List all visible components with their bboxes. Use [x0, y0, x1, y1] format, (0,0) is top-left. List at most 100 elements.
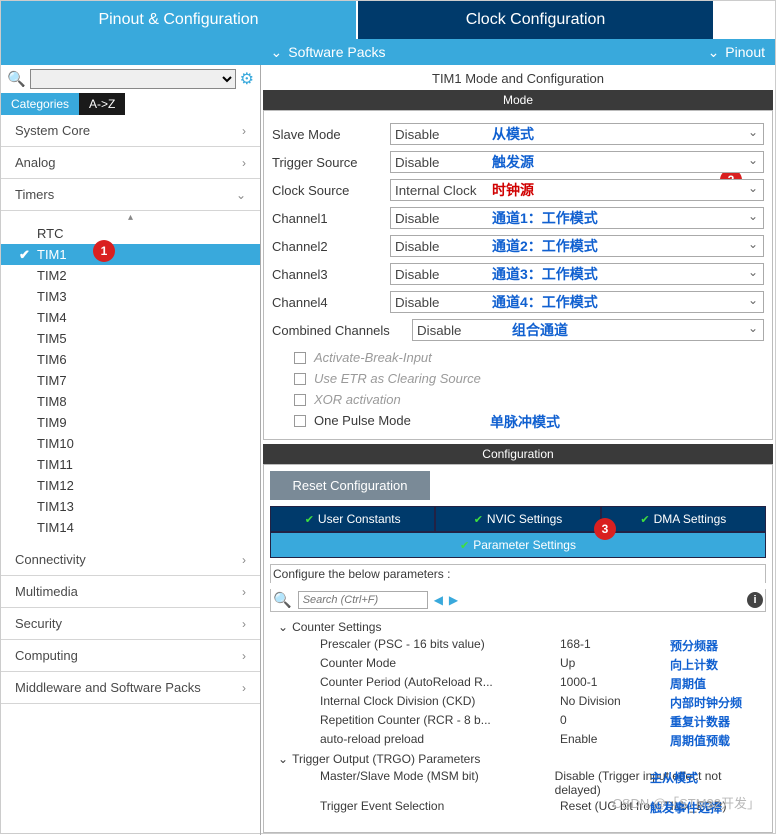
anno-one-pulse: 单脉冲模式 [490, 412, 560, 432]
param-val[interactable]: 168-1 [560, 637, 670, 654]
param-key: auto-reload preload [320, 732, 560, 749]
search-icon: 🔍 [273, 591, 292, 609]
timer-item-tim4[interactable]: TIM4 [1, 307, 260, 328]
trigger-source-label: Trigger Source [272, 155, 390, 170]
cb-xor-label: XOR activation [314, 392, 401, 407]
channel1-label: Channel1 [272, 211, 390, 226]
timer-item-tim3[interactable]: TIM3 [1, 286, 260, 307]
chevron-right-icon: › [242, 124, 246, 138]
param-label: Configure the below parameters : [270, 564, 766, 583]
timer-item-tim11[interactable]: TIM11 [1, 454, 260, 475]
timer-item-tim9[interactable]: TIM9 [1, 412, 260, 433]
left-tab-categories[interactable]: Categories [1, 93, 79, 115]
next-icon[interactable]: ▶ [449, 593, 458, 607]
info-icon[interactable]: i [747, 592, 763, 608]
cat-computing[interactable]: Computing› [1, 640, 260, 672]
channel3-select[interactable]: Disable [390, 263, 764, 285]
timer-item-tim10[interactable]: TIM10 [1, 433, 260, 454]
anno: 周期值预载 [670, 732, 730, 749]
checkbox-xor [294, 394, 306, 406]
parameter-tree: ⌄Counter Settings Prescaler (PSC - 16 bi… [270, 618, 766, 814]
param-key: Internal Clock Division (CKD) [320, 694, 560, 711]
config-panel: Reset Configuration ✔User Constants ✔NVI… [263, 464, 773, 833]
tab-extra[interactable] [715, 1, 775, 39]
check-icon: ✔ [474, 513, 483, 526]
check-icon: ✔ [19, 247, 30, 263]
section-config-header: Configuration [263, 444, 773, 464]
tab-pinout-config[interactable]: Pinout & Configuration [1, 1, 356, 39]
gear-icon[interactable]: ⚙ [240, 69, 254, 89]
channel4-select[interactable]: Disable [390, 291, 764, 313]
subbar-pinout[interactable]: ⌄Pinout [655, 44, 775, 61]
reset-configuration-button[interactable]: Reset Configuration [270, 471, 430, 500]
page-title: TIM1 Mode and Configuration [263, 67, 773, 90]
checkbox-one-pulse[interactable] [294, 415, 306, 427]
subtab-nvic-settings[interactable]: ✔NVIC Settings [435, 506, 600, 532]
timer-item-tim2[interactable]: TIM2 [1, 265, 260, 286]
clock-source-label: Clock Source [272, 183, 390, 198]
badge-3: 3 [594, 518, 616, 540]
anno: 向上计数 [670, 656, 718, 673]
cat-connectivity[interactable]: Connectivity› [1, 544, 260, 576]
timer-item-tim12[interactable]: TIM12 [1, 475, 260, 496]
timer-item-tim13[interactable]: TIM13 [1, 496, 260, 517]
timer-item-tim5[interactable]: TIM5 [1, 328, 260, 349]
channel2-label: Channel2 [272, 239, 390, 254]
timer-item-tim8[interactable]: TIM8 [1, 391, 260, 412]
timer-item-tim14[interactable]: TIM14 [1, 517, 260, 538]
trigger-source-select[interactable]: Disable [390, 151, 764, 173]
param-val[interactable]: Up [560, 656, 670, 673]
cat-security[interactable]: Security› [1, 608, 260, 640]
param-val[interactable]: No Division [560, 694, 670, 711]
param-val[interactable]: 1000-1 [560, 675, 670, 692]
subtab-user-constants[interactable]: ✔User Constants [270, 506, 435, 532]
peripheral-search[interactable] [30, 69, 236, 89]
timer-item-rtc[interactable]: RTC [1, 223, 260, 244]
channel1-select[interactable]: Disable [390, 207, 764, 229]
timer-item-tim7[interactable]: TIM7 [1, 370, 260, 391]
chevron-right-icon: › [242, 617, 246, 631]
channel2-select[interactable]: Disable [390, 235, 764, 257]
param-group-trgo[interactable]: ⌄Trigger Output (TRGO) Parameters [270, 750, 766, 768]
slave-mode-label: Slave Mode [272, 127, 390, 142]
combined-channels-label: Combined Channels [272, 323, 412, 338]
param-group-counter[interactable]: ⌄Counter Settings [270, 618, 766, 636]
combined-channels-select[interactable]: Disable [412, 319, 764, 341]
mode-panel: 2 Slave ModeDisable从模式 Trigger SourceDis… [263, 110, 773, 440]
cat-system-core[interactable]: System Core› [1, 115, 260, 147]
tab-clock-config[interactable]: Clock Configuration [356, 1, 715, 39]
cat-middleware[interactable]: Middleware and Software Packs› [1, 672, 260, 704]
subtab-dma-settings[interactable]: ✔DMA Settings [601, 506, 766, 532]
subtab-parameter-settings[interactable]: ✔Parameter Settings [270, 532, 766, 558]
drag-handle-icon[interactable]: ▴ [1, 213, 260, 223]
param-key: Repetition Counter (RCR - 8 b... [320, 713, 560, 730]
chevron-down-icon: ⌄ [236, 188, 246, 202]
timer-item-tim1[interactable]: ✔TIM1 1 [1, 244, 260, 265]
check-icon: ✔ [305, 513, 314, 526]
chevron-down-icon: ⌄ [271, 44, 283, 61]
checkbox-etr [294, 373, 306, 385]
param-key: Trigger Event Selection [320, 799, 560, 813]
subbar-software-packs[interactable]: ⌄Software Packs [1, 44, 655, 61]
param-val[interactable]: 0 [560, 713, 670, 730]
clock-source-select[interactable]: Internal Clock [390, 179, 764, 201]
prev-icon[interactable]: ◀ [434, 593, 443, 607]
channel4-label: Channel4 [272, 295, 390, 310]
param-key: Counter Mode [320, 656, 560, 673]
param-search-input[interactable] [298, 591, 428, 609]
timer-list: ▴ RTC ✔TIM1 1 TIM2 TIM3 TIM4 TIM5 TIM6 T… [1, 211, 260, 544]
left-tab-az[interactable]: A->Z [79, 93, 125, 115]
channel3-label: Channel3 [272, 267, 390, 282]
chevron-right-icon: › [242, 585, 246, 599]
chevron-right-icon: › [242, 156, 246, 170]
cat-analog[interactable]: Analog› [1, 147, 260, 179]
cat-timers[interactable]: Timers⌄ [1, 179, 260, 211]
anno: 内部时钟分频 [670, 694, 742, 711]
slave-mode-select[interactable]: Disable [390, 123, 764, 145]
timer-item-tim6[interactable]: TIM6 [1, 349, 260, 370]
collapse-icon: ⌄ [278, 752, 288, 766]
param-key: Prescaler (PSC - 16 bits value) [320, 637, 560, 654]
param-val[interactable]: Enable [560, 732, 670, 749]
cat-multimedia[interactable]: Multimedia› [1, 576, 260, 608]
param-key: Master/Slave Mode (MSM bit) [320, 769, 555, 797]
